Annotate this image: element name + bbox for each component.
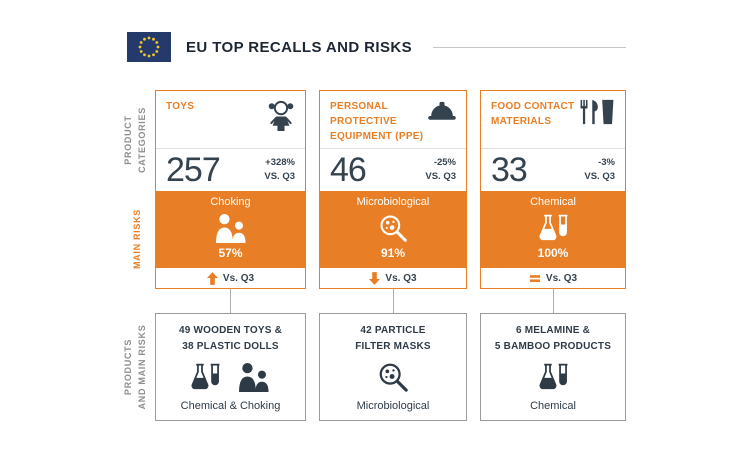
helmet-icon — [427, 99, 457, 128]
trend-up-icon — [206, 271, 218, 285]
main-risk-panel: Microbiological 91% — [320, 191, 466, 268]
change-vs-q3: -25% VS. Q3 — [425, 156, 456, 185]
category-title: TOYS — [166, 101, 195, 112]
chemical-icon — [537, 212, 569, 244]
risk-share: 100% — [537, 246, 569, 260]
products-risk-label: Chemical & Choking — [180, 400, 281, 412]
change-caption: VS. Q3 — [584, 171, 615, 182]
change-value: -3% — [598, 156, 615, 168]
divider — [320, 148, 466, 149]
category-title: FOOD CONTACT MATERIALS — [491, 101, 575, 127]
toys-products-card: 49 WOODEN TOYS & 38 PLASTIC DOLLS — [155, 313, 306, 421]
change-value: -25% — [433, 156, 456, 168]
recall-count-row: 257 +328% VS. Q3 — [156, 149, 305, 191]
risk-name: Chemical — [530, 196, 576, 208]
connector-line — [393, 289, 394, 313]
side-label-main-risks: MAIN RISKS — [132, 209, 142, 270]
recall-count: 257 — [166, 150, 221, 189]
risk-name: Choking — [210, 196, 251, 208]
change-caption: VS. Q3 — [425, 171, 456, 182]
products-risk-label: Chemical — [530, 400, 576, 412]
change-vs-q3: +328% VS. Q3 — [264, 156, 295, 185]
ppe-products-card: 42 PARTICLE FILTER MASKS Microbiological — [319, 313, 467, 421]
chemical-icon — [537, 362, 569, 397]
recall-count-row: 46 -25% VS. Q3 — [320, 149, 466, 191]
trend-label: Vs. Q3 — [222, 272, 255, 284]
toys-category-card: TOYS 257 +328% VS. Q3 Choking — [155, 90, 306, 289]
products-icons — [156, 360, 305, 398]
risk-share: 91% — [380, 246, 406, 260]
risk-name: Microbiological — [356, 196, 430, 208]
side-label-product-categories: PRODUCT CATEGORIES — [123, 107, 147, 173]
main-risk-panel: Choking 57% — [156, 191, 305, 268]
microbiological-icon — [378, 212, 408, 244]
eu-flag-icon — [127, 32, 171, 62]
products-icons — [481, 360, 625, 398]
side-label-products-and-main-risks: PRODUCTS AND MAIN RISKS — [123, 324, 147, 410]
connector-line — [230, 289, 231, 313]
trend-label: Vs. Q3 — [545, 272, 578, 284]
products-icons — [320, 360, 466, 398]
recall-count: 46 — [330, 150, 367, 189]
products-title: 42 PARTICLE FILTER MASKS — [355, 325, 431, 352]
trend-row: Vs. Q3 — [156, 268, 305, 288]
page-title: EU TOP RECALLS AND RISKS — [186, 39, 413, 56]
trend-down-icon — [369, 271, 381, 285]
main-risk-panel: Chemical 100% — [481, 191, 625, 268]
trend-label: Vs. Q3 — [385, 272, 417, 284]
products-title: 6 MELAMINE & 5 BAMBOO PRODUCTS — [494, 325, 612, 352]
connector-line — [553, 289, 554, 313]
category-title: PERSONAL PROTECTIVE EQUIPMENT (PPE) — [330, 101, 424, 142]
recall-count-row: 33 -3% VS. Q3 — [481, 149, 625, 191]
microbiological-icon — [377, 361, 409, 398]
change-value: +328% — [265, 156, 295, 168]
trend-row: Vs. Q3 — [481, 268, 625, 288]
trend-row: Vs. Q3 — [320, 268, 466, 288]
ppe-category-card: PERSONAL PROTECTIVE EQUIPMENT (PPE) 46 -… — [319, 90, 467, 289]
divider — [156, 148, 305, 149]
utensils-icon — [578, 99, 616, 130]
trend-equal-icon — [529, 272, 541, 285]
food-contact-category-card: FOOD CONTACT MATERIALS 33 -3% VS. Q3 — [480, 90, 626, 289]
recall-count: 33 — [491, 150, 528, 189]
products-risk-label: Microbiological — [356, 400, 430, 412]
divider — [481, 148, 625, 149]
header-divider — [433, 47, 626, 48]
chemical-icon — [189, 362, 221, 397]
change-vs-q3: -3% VS. Q3 — [584, 156, 615, 185]
products-title: 49 WOODEN TOYS & 38 PLASTIC DOLLS — [178, 325, 283, 352]
risk-share: 57% — [218, 246, 243, 260]
change-caption: VS. Q3 — [264, 171, 295, 182]
food-contact-products-card: 6 MELAMINE & 5 BAMBOO PRODUCTS Chemical — [480, 313, 626, 421]
choking-icon — [235, 362, 273, 397]
choking-icon — [212, 212, 250, 244]
doll-icon — [266, 99, 296, 138]
